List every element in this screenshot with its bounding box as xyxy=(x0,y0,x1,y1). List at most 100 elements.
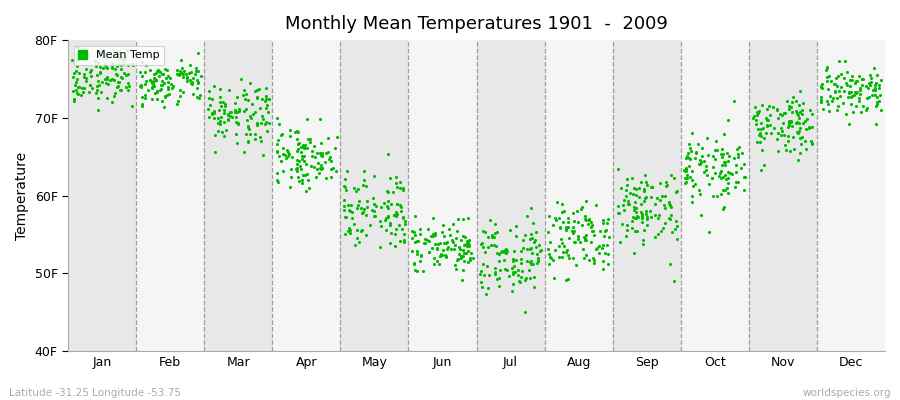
Point xyxy=(433,240,447,247)
Point xyxy=(721,117,735,123)
Point xyxy=(803,107,817,114)
Point xyxy=(519,245,534,252)
Point xyxy=(501,273,516,279)
Point xyxy=(652,180,667,186)
Point xyxy=(868,92,882,98)
Point xyxy=(418,240,432,247)
Point xyxy=(722,152,736,159)
Point xyxy=(148,90,162,96)
Point xyxy=(97,61,112,67)
Point xyxy=(214,114,229,120)
Point xyxy=(425,244,439,251)
Point xyxy=(832,93,847,99)
Point xyxy=(428,241,443,248)
Point xyxy=(397,239,411,246)
Point xyxy=(390,201,404,207)
Point xyxy=(869,102,884,109)
Point xyxy=(648,212,662,218)
Point xyxy=(278,152,293,158)
Point xyxy=(377,200,392,206)
Point xyxy=(270,170,284,176)
Point xyxy=(765,104,779,110)
Point xyxy=(242,80,256,86)
Point xyxy=(250,120,265,126)
Point xyxy=(493,248,508,255)
Point xyxy=(575,222,590,228)
Point xyxy=(170,67,184,74)
Point xyxy=(354,228,368,234)
Point xyxy=(138,94,152,101)
Point xyxy=(621,201,635,208)
Point xyxy=(411,238,426,245)
Point xyxy=(683,148,698,154)
Point xyxy=(374,223,389,229)
Point xyxy=(715,145,729,152)
Point xyxy=(272,121,286,128)
Point xyxy=(318,158,332,165)
Point xyxy=(346,220,361,227)
Point xyxy=(795,134,809,140)
Point xyxy=(461,248,475,254)
Point xyxy=(431,240,446,247)
Point xyxy=(552,215,566,221)
Point xyxy=(796,100,810,106)
Point xyxy=(845,77,859,83)
Point xyxy=(579,237,593,243)
Point xyxy=(818,66,832,73)
Point xyxy=(223,109,238,116)
Point xyxy=(757,161,771,168)
Point xyxy=(154,82,168,88)
Point xyxy=(497,248,511,255)
Point xyxy=(293,144,308,150)
Point xyxy=(149,68,164,74)
Point xyxy=(297,158,311,164)
Point xyxy=(246,110,260,117)
Point xyxy=(753,139,768,146)
Point xyxy=(230,109,244,115)
Point xyxy=(75,85,89,92)
Point xyxy=(388,209,402,216)
Point xyxy=(407,229,421,235)
Point xyxy=(70,84,85,90)
Point xyxy=(98,75,112,82)
Point xyxy=(658,220,672,226)
Point xyxy=(147,82,161,89)
Point xyxy=(600,220,615,226)
Point xyxy=(447,242,462,248)
Point xyxy=(786,94,800,100)
Point xyxy=(499,250,513,256)
Point xyxy=(508,256,523,263)
Point xyxy=(481,234,495,240)
Point xyxy=(855,76,869,82)
Point xyxy=(618,233,633,240)
Point xyxy=(619,186,634,193)
Point xyxy=(217,119,231,126)
Point xyxy=(83,82,97,88)
Point xyxy=(461,239,475,245)
Point xyxy=(730,146,744,152)
Point xyxy=(171,98,185,104)
Point xyxy=(107,77,122,84)
Point xyxy=(348,188,363,194)
Point xyxy=(393,202,408,208)
Point xyxy=(121,87,135,93)
Point xyxy=(821,86,835,92)
Point xyxy=(644,184,659,190)
Point xyxy=(598,228,613,234)
Point xyxy=(116,61,130,67)
Point xyxy=(610,166,625,172)
Point xyxy=(342,206,356,213)
Point xyxy=(91,107,105,113)
Bar xyxy=(817,40,885,351)
Point xyxy=(68,82,82,89)
Point xyxy=(149,89,164,96)
Point xyxy=(417,240,431,246)
Point xyxy=(100,76,114,82)
Point xyxy=(405,235,419,242)
Point xyxy=(486,242,500,248)
Point xyxy=(731,151,745,158)
Point xyxy=(262,96,276,102)
Point xyxy=(383,230,398,236)
Point xyxy=(792,128,806,134)
Point xyxy=(110,62,124,69)
